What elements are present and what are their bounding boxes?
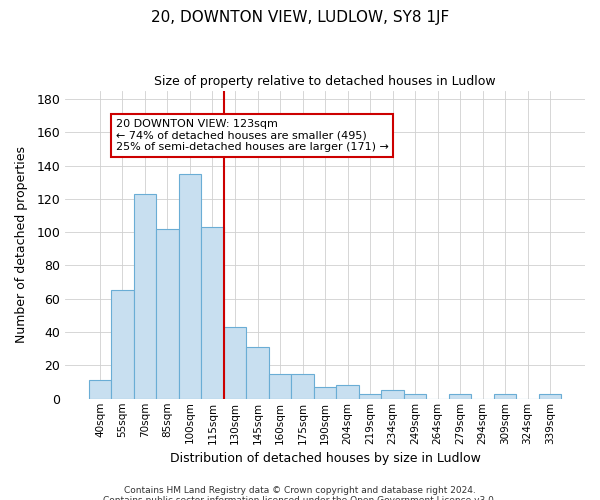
Text: 20, DOWNTON VIEW, LUDLOW, SY8 1JF: 20, DOWNTON VIEW, LUDLOW, SY8 1JF bbox=[151, 10, 449, 25]
Bar bbox=[539, 394, 562, 399]
Bar bbox=[336, 386, 359, 399]
Bar bbox=[156, 229, 179, 399]
Bar bbox=[111, 290, 134, 399]
Bar bbox=[291, 374, 314, 399]
Bar bbox=[269, 374, 291, 399]
Bar bbox=[246, 347, 269, 399]
Bar bbox=[359, 394, 382, 399]
Bar bbox=[449, 394, 472, 399]
Text: 20 DOWNTON VIEW: 123sqm
← 74% of detached houses are smaller (495)
25% of semi-d: 20 DOWNTON VIEW: 123sqm ← 74% of detache… bbox=[116, 119, 389, 152]
Bar bbox=[134, 194, 156, 399]
Bar bbox=[494, 394, 517, 399]
Bar bbox=[224, 327, 246, 399]
Bar bbox=[314, 387, 336, 399]
Y-axis label: Number of detached properties: Number of detached properties bbox=[15, 146, 28, 343]
Text: Contains HM Land Registry data © Crown copyright and database right 2024.: Contains HM Land Registry data © Crown c… bbox=[124, 486, 476, 495]
Bar bbox=[382, 390, 404, 399]
Bar bbox=[89, 380, 111, 399]
Bar bbox=[179, 174, 201, 399]
Bar bbox=[201, 227, 224, 399]
Text: Contains public sector information licensed under the Open Government Licence v3: Contains public sector information licen… bbox=[103, 496, 497, 500]
Title: Size of property relative to detached houses in Ludlow: Size of property relative to detached ho… bbox=[154, 75, 496, 88]
Bar bbox=[404, 394, 427, 399]
X-axis label: Distribution of detached houses by size in Ludlow: Distribution of detached houses by size … bbox=[170, 452, 481, 465]
